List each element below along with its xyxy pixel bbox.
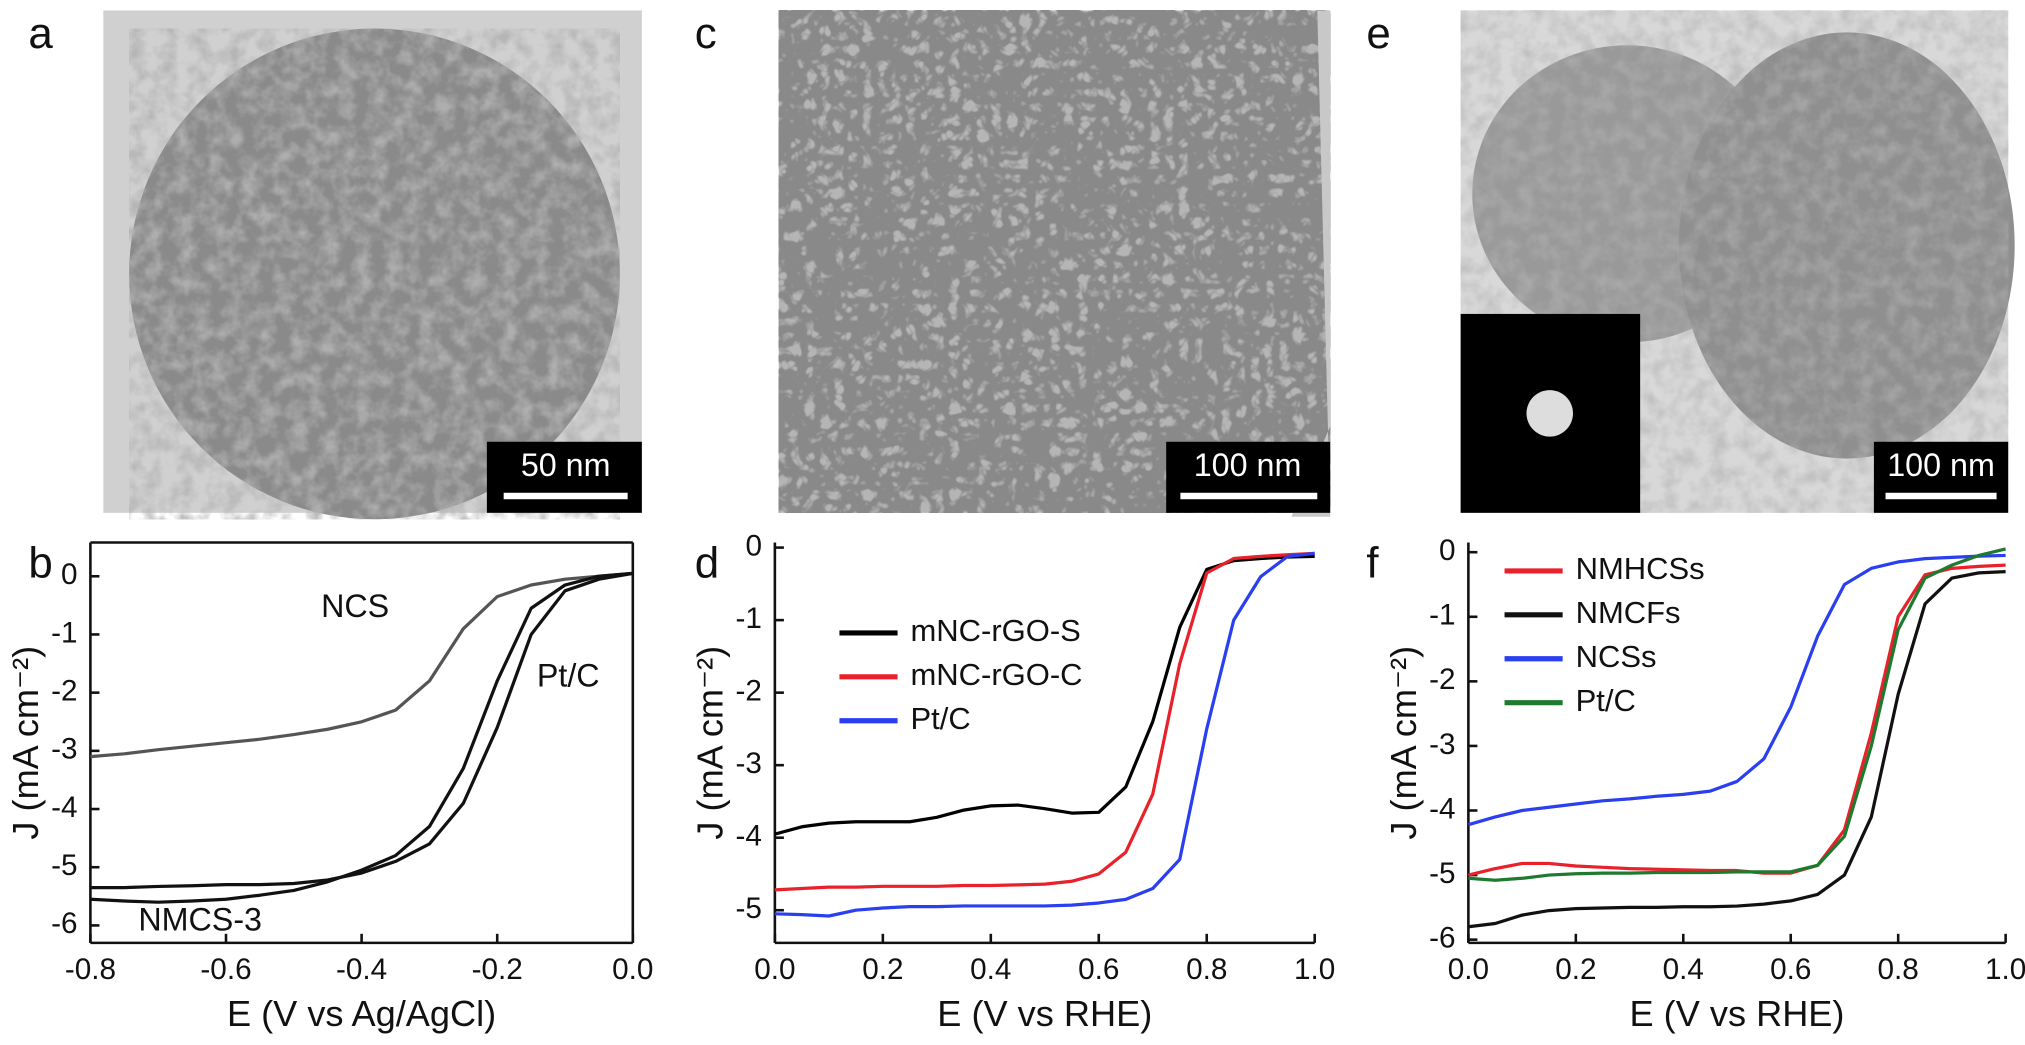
x-tick-label: 0.0 xyxy=(612,953,653,986)
data-line xyxy=(1468,563,2006,877)
x-tick-label: -0.6 xyxy=(200,953,251,986)
panel-label: d xyxy=(695,538,719,587)
scale-bar-label: 100 nm xyxy=(1887,447,1995,483)
x-axis-label: E (V vs Ag/AgCl) xyxy=(227,993,496,1034)
legend-label: NCSs xyxy=(1576,639,1657,674)
panel-label: b xyxy=(28,538,52,587)
y-axis-label: J (mA cm⁻²) xyxy=(1383,646,1424,840)
panel-label: c xyxy=(695,9,717,58)
data-line xyxy=(1468,569,2006,929)
curve-label: NCS xyxy=(321,588,389,624)
y-tick-label: -1 xyxy=(736,602,762,635)
y-tick-label: -4 xyxy=(1429,792,1455,825)
x-tick-label: 0.6 xyxy=(1770,953,1811,986)
legend-label: mNC-rGO-C xyxy=(910,657,1082,692)
y-tick-label: -2 xyxy=(736,674,762,707)
tem-image: 100 nm xyxy=(778,10,1331,517)
data-line xyxy=(774,551,1315,892)
data-line xyxy=(90,571,633,759)
panel-label: a xyxy=(28,9,53,58)
x-tick-label: 1.0 xyxy=(1294,953,1335,986)
x-tick-label: 0.8 xyxy=(1878,953,1919,986)
data-line xyxy=(90,571,633,904)
scale-bar-label: 50 nm xyxy=(521,447,611,483)
x-tick-label: -0.4 xyxy=(336,953,387,986)
y-axis-label: J (mA cm⁻²) xyxy=(689,646,730,840)
scale-bar-box xyxy=(486,441,642,513)
legend-label: NMCFs xyxy=(1576,595,1681,630)
x-tick-label: 0.2 xyxy=(862,953,903,986)
y-tick-label: -4 xyxy=(51,791,77,824)
panel-label: e xyxy=(1366,9,1390,58)
legend-label: Pt/C xyxy=(910,701,970,736)
image-edge xyxy=(1291,10,1331,517)
y-tick-label: -2 xyxy=(51,674,77,707)
y-tick-label: -5 xyxy=(736,892,762,925)
y-tick-label: -3 xyxy=(51,733,77,766)
y-axis-label: J (mA cm⁻²) xyxy=(5,646,46,840)
x-tick-label: 1.0 xyxy=(1985,953,2025,986)
y-tick-label: -1 xyxy=(51,616,77,649)
y-tick-label: 0 xyxy=(745,529,762,562)
tem-image: 50 nm xyxy=(103,10,642,520)
y-tick-label: -5 xyxy=(51,849,77,882)
legend-label: mNC-rGO-S xyxy=(910,613,1080,648)
y-tick-label: -3 xyxy=(1429,728,1455,761)
x-tick-label: 0.0 xyxy=(1448,953,1489,986)
data-line xyxy=(1468,547,2007,882)
y-tick-label: -5 xyxy=(1429,857,1455,890)
data-line xyxy=(1467,553,2006,827)
image-texture xyxy=(778,10,1331,513)
tem-image: 100 nm xyxy=(1460,10,2015,513)
particle-texture xyxy=(129,28,620,520)
x-tick-label: -0.8 xyxy=(65,953,116,986)
x-tick-label: -0.2 xyxy=(472,953,523,986)
x-axis-label: E (V vs RHE) xyxy=(1630,993,1845,1034)
y-tick-label: -2 xyxy=(1429,663,1455,696)
y-tick-label: -6 xyxy=(1429,921,1455,954)
curve-label: NMCS-3 xyxy=(138,902,262,938)
y-tick-label: 0 xyxy=(1439,534,1456,567)
panel-label: f xyxy=(1366,538,1379,587)
x-tick-label: 0.4 xyxy=(970,953,1011,986)
data-line xyxy=(90,571,634,890)
x-axis-label: E (V vs RHE) xyxy=(937,993,1152,1034)
x-tick-label: 0.8 xyxy=(1186,953,1227,986)
x-tick-label: 0.6 xyxy=(1078,953,1119,986)
y-tick-label: -1 xyxy=(1429,599,1455,632)
x-tick-label: 0.4 xyxy=(1663,953,1704,986)
y-tick-label: -4 xyxy=(736,820,762,853)
curve-label: Pt/C xyxy=(537,658,600,694)
x-tick-label: 0.2 xyxy=(1555,953,1596,986)
y-tick-label: -3 xyxy=(736,747,762,780)
y-tick-label: -6 xyxy=(51,907,77,940)
scale-bar-box xyxy=(1873,441,2009,513)
legend-label: NMHCSs xyxy=(1576,551,1705,586)
x-tick-label: 0.0 xyxy=(754,953,795,986)
legend-label: Pt/C xyxy=(1576,683,1636,718)
data-line xyxy=(774,551,1315,918)
diffraction-spot xyxy=(1526,390,1573,437)
data-line xyxy=(774,554,1315,836)
scale-bar-label: 100 nm xyxy=(1194,447,1302,483)
y-tick-label: 0 xyxy=(61,558,78,591)
scale-bar-box xyxy=(1166,441,1331,513)
